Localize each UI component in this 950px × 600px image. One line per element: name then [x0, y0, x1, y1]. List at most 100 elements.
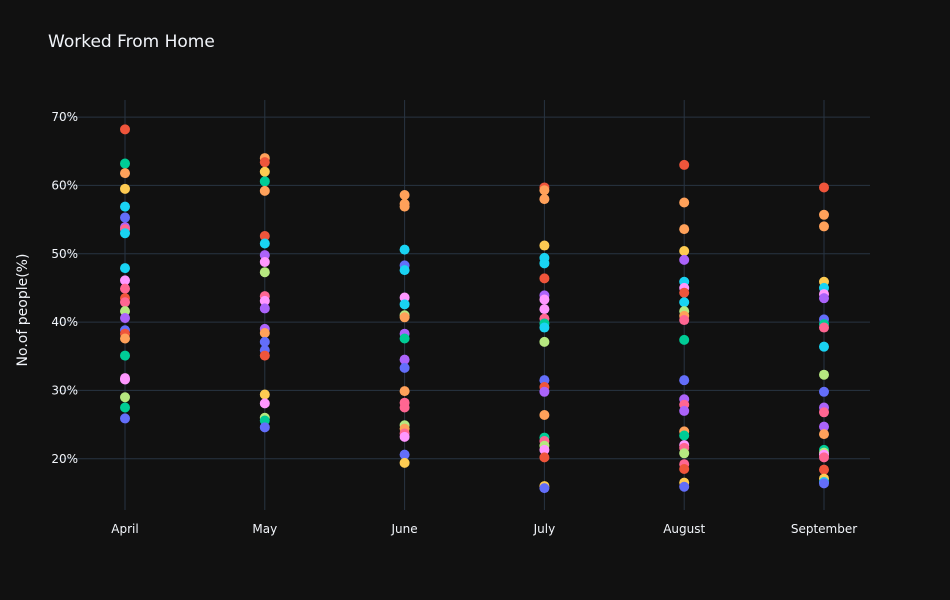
data-point[interactable]	[679, 246, 690, 257]
data-point[interactable]	[819, 478, 829, 489]
data-point[interactable]	[120, 263, 130, 274]
data-point[interactable]	[819, 221, 829, 232]
data-point[interactable]	[399, 244, 410, 255]
data-point[interactable]	[539, 444, 550, 455]
data-point[interactable]	[679, 224, 690, 235]
data-point[interactable]	[259, 238, 270, 249]
data-points[interactable]	[120, 124, 829, 494]
data-point[interactable]	[819, 421, 829, 432]
data-point[interactable]	[399, 431, 410, 442]
data-point[interactable]	[539, 194, 550, 205]
data-point[interactable]	[120, 212, 130, 223]
data-point[interactable]	[259, 389, 270, 400]
y-tick-labels: 20% 30% 40% 50% 60% 70%	[51, 110, 78, 466]
data-point[interactable]	[679, 297, 690, 308]
data-point[interactable]	[259, 415, 270, 426]
data-point[interactable]	[539, 273, 550, 284]
data-point[interactable]	[819, 209, 829, 220]
data-point[interactable]	[539, 410, 550, 421]
data-point[interactable]	[679, 315, 690, 326]
data-point[interactable]	[819, 293, 829, 304]
data-point[interactable]	[259, 176, 270, 187]
data-point[interactable]	[120, 402, 130, 413]
data-point[interactable]	[539, 483, 550, 494]
data-point[interactable]	[679, 481, 690, 492]
data-point[interactable]	[399, 402, 410, 413]
data-point[interactable]	[539, 386, 550, 397]
data-point[interactable]	[399, 201, 410, 212]
data-point[interactable]	[120, 333, 130, 344]
data-point[interactable]	[120, 275, 130, 286]
data-point[interactable]	[259, 336, 270, 347]
data-point[interactable]	[539, 304, 550, 315]
data-point[interactable]	[539, 294, 550, 305]
data-point[interactable]	[399, 292, 410, 303]
data-point[interactable]	[120, 350, 130, 361]
data-point[interactable]	[539, 258, 550, 269]
data-point[interactable]	[259, 267, 270, 278]
data-point[interactable]	[399, 299, 410, 310]
data-point[interactable]	[679, 375, 690, 386]
data-point[interactable]	[120, 413, 130, 424]
data-point[interactable]	[819, 452, 829, 463]
data-point[interactable]	[679, 405, 690, 416]
data-point[interactable]	[679, 159, 690, 170]
data-point[interactable]	[399, 386, 410, 397]
data-point[interactable]	[120, 283, 130, 294]
data-point[interactable]	[120, 297, 130, 308]
data-point[interactable]	[399, 312, 410, 323]
data-point[interactable]	[120, 228, 130, 239]
data-point[interactable]	[259, 328, 270, 339]
data-point[interactable]	[399, 449, 410, 460]
data-point[interactable]	[539, 322, 550, 333]
data-point[interactable]	[819, 341, 829, 352]
data-point[interactable]	[259, 230, 270, 241]
data-point[interactable]	[120, 168, 130, 179]
data-point[interactable]	[819, 464, 829, 475]
data-point[interactable]	[539, 336, 550, 347]
y-axis-label: No.of people(%)	[15, 254, 31, 367]
data-point[interactable]	[259, 185, 270, 196]
data-point[interactable]	[679, 430, 690, 441]
data-point[interactable]	[120, 374, 130, 385]
data-point[interactable]	[259, 422, 270, 433]
data-point[interactable]	[399, 354, 410, 365]
data-point[interactable]	[120, 392, 130, 403]
data-point[interactable]	[120, 306, 130, 317]
data-point[interactable]	[539, 452, 550, 463]
data-point[interactable]	[120, 158, 130, 169]
data-point[interactable]	[120, 124, 130, 135]
data-point[interactable]	[679, 464, 690, 474]
data-point[interactable]	[679, 197, 690, 208]
data-point[interactable]	[120, 183, 130, 194]
data-point[interactable]	[259, 157, 270, 168]
data-point[interactable]	[819, 429, 829, 440]
data-point[interactable]	[259, 295, 270, 306]
data-point[interactable]	[120, 312, 130, 323]
data-point[interactable]	[679, 254, 690, 265]
data-point[interactable]	[259, 398, 270, 409]
data-point[interactable]	[259, 166, 270, 177]
data-point[interactable]	[679, 287, 690, 298]
data-point[interactable]	[819, 407, 829, 418]
data-point[interactable]	[259, 350, 270, 361]
data-point[interactable]	[399, 362, 410, 373]
data-point[interactable]	[539, 375, 550, 386]
data-point[interactable]	[259, 250, 270, 261]
data-point[interactable]	[679, 334, 690, 345]
data-point[interactable]	[259, 303, 270, 314]
data-point[interactable]	[819, 369, 829, 380]
data-point[interactable]	[819, 322, 829, 333]
data-point[interactable]	[539, 185, 550, 196]
data-point[interactable]	[399, 333, 410, 344]
data-point[interactable]	[259, 256, 270, 267]
data-point[interactable]	[819, 182, 829, 193]
data-point[interactable]	[399, 265, 410, 276]
data-point[interactable]	[679, 448, 690, 459]
data-point[interactable]	[819, 386, 829, 397]
data-point[interactable]	[120, 201, 130, 212]
data-point[interactable]	[399, 457, 410, 468]
x-tick-label: August	[663, 522, 705, 536]
data-point[interactable]	[539, 240, 550, 251]
data-point[interactable]	[399, 189, 410, 200]
